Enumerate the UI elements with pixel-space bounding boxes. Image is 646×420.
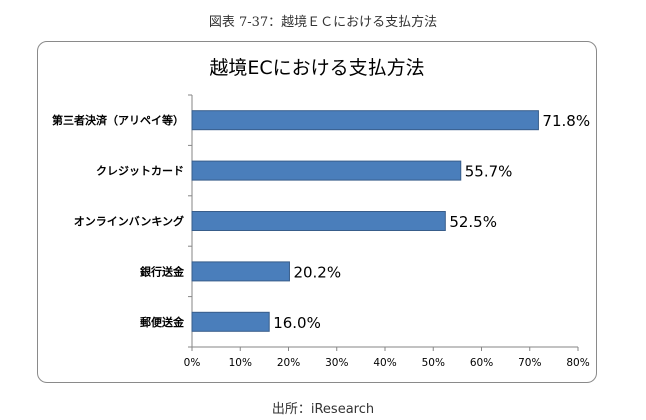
x-tick-label: 40% [373, 357, 396, 369]
x-tick-label: 30% [325, 357, 348, 369]
bar [191, 211, 446, 231]
bar [191, 160, 462, 181]
x-tick-label: 70% [518, 357, 541, 369]
bar [191, 311, 270, 332]
category-label: オンラインバンキング [74, 214, 184, 228]
x-tick-label: 80% [566, 357, 589, 369]
chart-title: 越境ECにおける支払方法 [209, 57, 424, 79]
chart-axes: 0% 10% 20% 30% 40% 50% 60% 70% 80% [184, 94, 590, 369]
value-label: 71.8% [542, 112, 590, 130]
chart-bars [191, 110, 539, 332]
value-label: 55.7% [465, 163, 513, 181]
bar [191, 261, 290, 282]
chart-labels: 第三者決済（アリペイ等） 71.8% クレジットカード 55.7% オンラインバンキング… [52, 112, 590, 332]
figure-source: 出所：iResearch [271, 402, 375, 417]
x-tick-label: 10% [229, 357, 252, 369]
x-tick-label: 0% [184, 357, 201, 369]
x-tick-label: 20% [277, 357, 300, 369]
value-label: 52.5% [449, 213, 497, 231]
value-label: 20.2% [293, 263, 341, 281]
x-tick-label: 60% [470, 357, 493, 369]
category-label: 第三者決済（アリペイ等） [52, 113, 184, 127]
category-label: 郵便送金 [140, 315, 185, 329]
value-label: 16.0% [273, 314, 321, 332]
x-tick-label: 50% [422, 357, 445, 369]
category-label: 銀行送金 [140, 264, 185, 278]
category-label: クレジットカード [96, 165, 184, 178]
figure-caption: 図表 7-37：越境ＥＣにおける支払方法 [208, 15, 438, 30]
bar [191, 110, 539, 131]
